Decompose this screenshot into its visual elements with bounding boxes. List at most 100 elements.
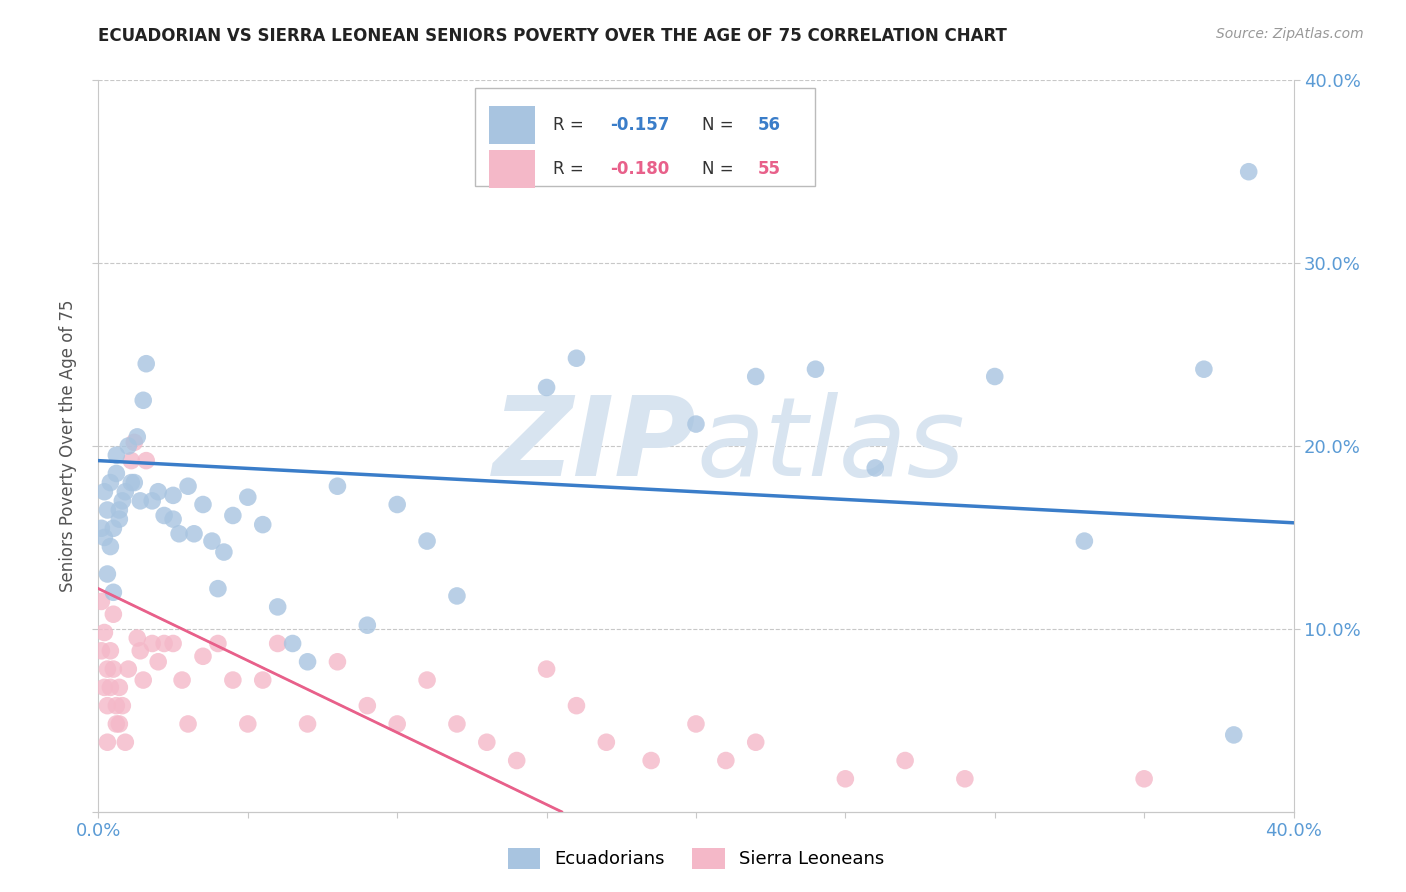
Point (135, 453, 157, 467)
Point (865, 461, 887, 475)
Point (267, 636, 290, 650)
Point (236, 717, 259, 731)
Point (1073, 534, 1095, 549)
Point (1192, 362, 1215, 376)
Point (100, 644, 122, 658)
Point (141, 493, 163, 508)
Point (111, 493, 134, 508)
Text: Source: ZipAtlas.com: Source: ZipAtlas.com (1216, 27, 1364, 41)
Point (446, 717, 468, 731)
Point (132, 673, 155, 687)
Point (111, 698, 134, 713)
Point (120, 475, 142, 490)
Point (153, 508, 176, 523)
Text: -0.157: -0.157 (610, 116, 669, 134)
Point (297, 717, 319, 731)
Point (191, 649, 214, 664)
FancyBboxPatch shape (475, 87, 815, 186)
Text: 55: 55 (758, 160, 782, 178)
Point (416, 673, 439, 687)
Point (108, 503, 131, 517)
Point (685, 417, 707, 431)
Point (385, 717, 409, 731)
Point (103, 585, 125, 599)
Bar (489, 106, 534, 145)
Point (96, 735, 118, 749)
Point (93, 681, 115, 695)
Point (356, 698, 378, 713)
Point (565, 698, 588, 713)
Point (236, 490, 259, 504)
Point (93, 484, 115, 499)
Point (132, 393, 155, 408)
Point (172, 673, 194, 687)
Point (96, 567, 118, 582)
Point (714, 754, 737, 768)
Point (108, 512, 131, 526)
Point (640, 754, 662, 768)
Text: -0.180: -0.180 (610, 160, 669, 178)
Point (177, 717, 200, 731)
Point (834, 772, 856, 786)
Point (93, 530, 115, 544)
Point (96, 503, 118, 517)
Point (90, 594, 112, 608)
Text: N =: N = (702, 116, 738, 134)
Point (162, 512, 184, 526)
Point (1237, 165, 1260, 179)
Point (804, 362, 827, 376)
Point (207, 582, 229, 596)
Point (207, 636, 229, 650)
Point (153, 636, 176, 650)
Point (167, 526, 190, 541)
Point (894, 754, 917, 768)
Point (595, 735, 617, 749)
Point (685, 717, 707, 731)
Point (1133, 772, 1156, 786)
Point (416, 534, 439, 549)
Point (90, 521, 112, 535)
Point (177, 479, 200, 493)
Point (281, 636, 304, 650)
Point (103, 662, 125, 676)
Point (252, 517, 274, 532)
Point (127, 631, 149, 645)
Point (129, 644, 152, 658)
Point (446, 589, 468, 603)
Text: R =: R = (553, 160, 589, 178)
Point (475, 735, 498, 749)
Point (222, 508, 245, 523)
Point (120, 453, 142, 467)
Point (100, 475, 122, 490)
Point (103, 607, 125, 622)
Point (745, 735, 768, 749)
Point (191, 498, 214, 512)
Point (117, 439, 139, 453)
Text: ZIP: ZIP (492, 392, 696, 500)
Point (105, 467, 128, 481)
Point (124, 475, 146, 490)
Point (222, 673, 245, 687)
Point (252, 673, 274, 687)
Point (127, 430, 149, 444)
Point (536, 380, 558, 394)
Point (984, 369, 1007, 384)
Point (105, 448, 128, 462)
Point (536, 662, 558, 676)
Point (93, 625, 115, 640)
Point (117, 662, 139, 676)
Bar (489, 150, 534, 187)
Point (135, 357, 157, 371)
Point (267, 599, 290, 614)
Point (162, 636, 184, 650)
Point (745, 369, 768, 384)
Point (105, 717, 128, 731)
Text: N =: N = (702, 160, 738, 178)
Point (100, 540, 122, 554)
Y-axis label: Seniors Poverty Over the Age of 75: Seniors Poverty Over the Age of 75 (59, 300, 77, 592)
Point (565, 351, 588, 366)
Text: ECUADORIAN VS SIERRA LEONEAN SENIORS POVERTY OVER THE AGE OF 75 CORRELATION CHAR: ECUADORIAN VS SIERRA LEONEAN SENIORS POV… (98, 27, 1007, 45)
Text: atlas: atlas (696, 392, 965, 500)
Point (114, 735, 136, 749)
Point (90, 644, 112, 658)
